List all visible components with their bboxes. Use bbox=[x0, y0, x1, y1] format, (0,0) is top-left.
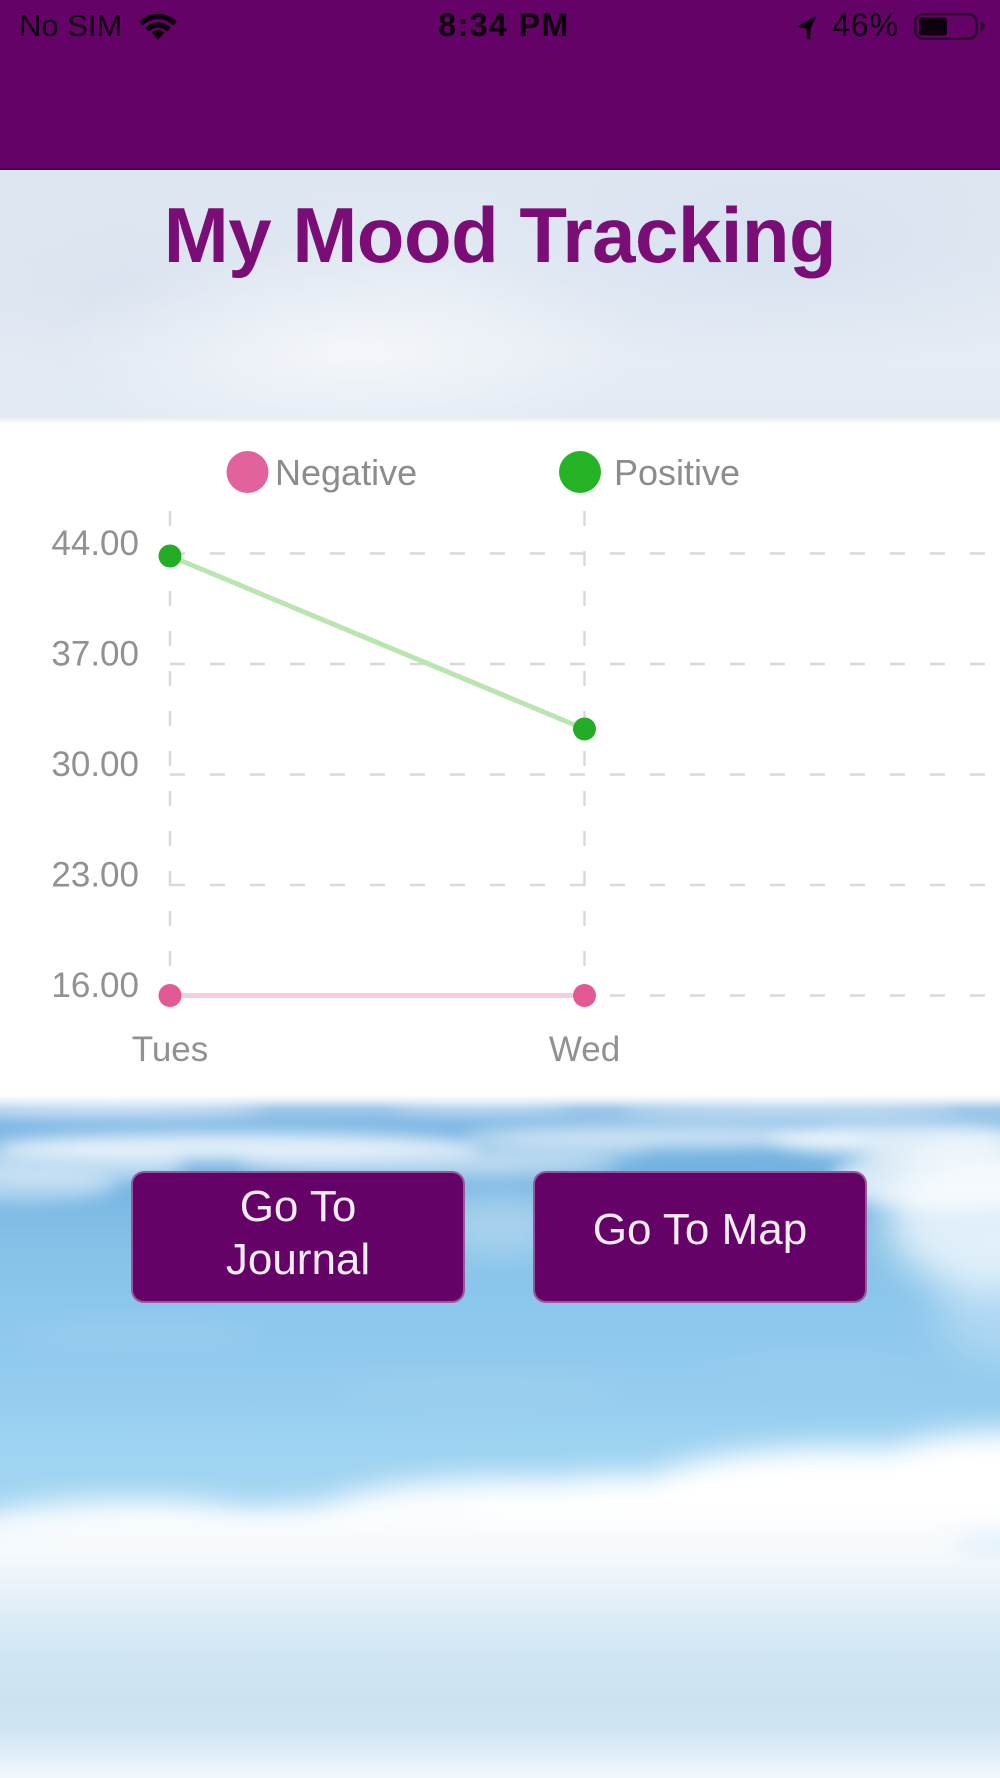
svg-text:37.00: 37.00 bbox=[51, 635, 139, 674]
svg-text:Wed: Wed bbox=[549, 1030, 620, 1069]
svg-text:Tues: Tues bbox=[132, 1030, 209, 1069]
svg-text:16.00: 16.00 bbox=[51, 966, 139, 1005]
svg-text:Negative: Negative bbox=[275, 452, 417, 493]
svg-text:Positive: Positive bbox=[614, 452, 740, 493]
svg-text:30.00: 30.00 bbox=[51, 745, 139, 784]
svg-text:44.00: 44.00 bbox=[51, 524, 139, 563]
svg-text:23.00: 23.00 bbox=[51, 856, 139, 895]
